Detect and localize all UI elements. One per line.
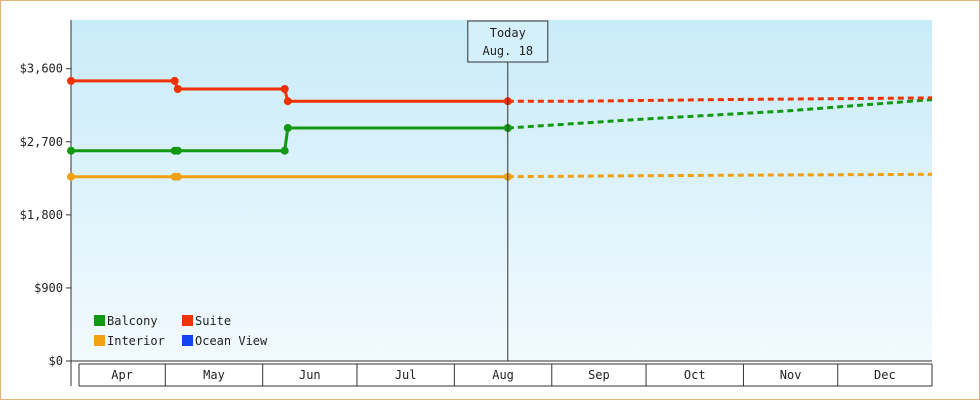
series-forecast-line-suite <box>507 96 933 103</box>
legend-swatch-ocean-view <box>182 335 193 346</box>
legend-swatch-balcony <box>94 315 105 326</box>
data-point-balcony[interactable] <box>67 146 75 155</box>
y-tick-label: $2,700 <box>20 135 63 149</box>
data-point-balcony[interactable] <box>283 124 292 132</box>
legend-swatch-suite <box>182 315 193 326</box>
legend-label-ocean-view: Ocean View <box>195 334 268 348</box>
plot-background <box>71 20 932 361</box>
series-forecast-line-balcony <box>507 98 933 130</box>
y-tick-label: $1,800 <box>20 208 63 222</box>
y-tick-label: $3,600 <box>20 62 63 76</box>
y-tick-label: $900 <box>34 281 63 295</box>
x-tick-label: Sep <box>588 368 610 382</box>
series-forecast-line-interior <box>507 172 933 179</box>
legend-swatch-interior <box>94 335 105 346</box>
data-point-suite[interactable] <box>67 76 75 85</box>
legend-label-suite: Suite <box>195 314 231 328</box>
x-tick-label: Oct <box>684 368 706 382</box>
today-date-label: Aug. 18 <box>482 44 533 58</box>
data-point-interior[interactable] <box>173 172 182 181</box>
today-box <box>467 20 549 63</box>
y-tick-label: $0 <box>49 354 63 368</box>
data-point-suite[interactable] <box>173 85 182 93</box>
today-label: Today <box>490 26 526 40</box>
data-point-suite[interactable] <box>170 76 179 85</box>
series-line-suite <box>71 79 508 103</box>
x-tick-label: Apr <box>111 368 133 382</box>
today-marker: Today Aug. 18 <box>467 20 549 361</box>
x-tick-label: Dec <box>874 368 896 382</box>
legend-label-interior: Interior <box>107 334 165 348</box>
x-tick-label: Jun <box>299 368 321 382</box>
data-point-interior[interactable] <box>67 172 75 181</box>
x-tick-label: May <box>203 368 225 382</box>
data-point-balcony[interactable] <box>173 146 182 155</box>
axes-layer: $0 $900 $1,800 $2,700 $3,600 Apr May Jun Jul Aug S… <box>20 20 933 387</box>
legend: Balcony Suite Interior Ocean View <box>94 314 268 348</box>
data-point-suite[interactable] <box>283 97 292 106</box>
x-tick-label: Aug <box>492 368 514 382</box>
series-line-balcony <box>71 126 508 153</box>
data-point-balcony[interactable] <box>280 146 289 155</box>
legend-label-balcony: Balcony <box>107 314 158 328</box>
series-layer <box>67 76 933 181</box>
x-tick-label: Jul <box>395 368 417 382</box>
data-point-suite[interactable] <box>280 85 289 93</box>
x-tick-label: Nov <box>780 368 802 382</box>
